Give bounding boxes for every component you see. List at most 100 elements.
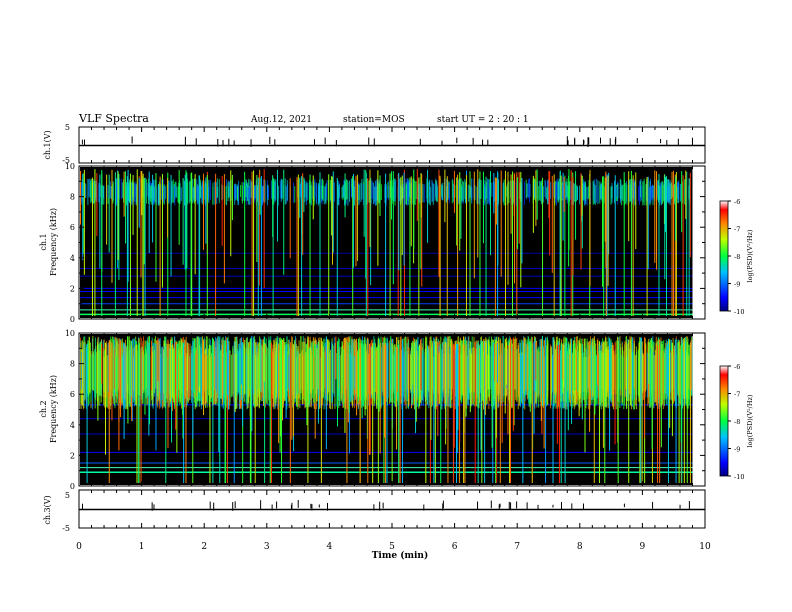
- spectrogram-band-mark: [126, 182, 128, 206]
- freq-tick-label: 2: [70, 451, 75, 460]
- spectrogram-band-mark: [627, 338, 629, 401]
- spectrogram-band-mark: [422, 354, 424, 401]
- spectrogram-band-mark: [255, 354, 257, 407]
- spectrogram-band-mark: [687, 355, 689, 409]
- spectrogram-band-mark: [510, 341, 512, 408]
- spectrogram-band-mark: [330, 349, 332, 410]
- spectrogram-band-mark: [670, 350, 672, 400]
- spectrogram-band-mark: [214, 341, 216, 405]
- spectrogram-band-mark: [403, 350, 405, 402]
- spectrogram-band-mark: [333, 182, 335, 202]
- spectrogram-band-mark: [199, 183, 201, 198]
- spectrogram-band-mark: [574, 341, 576, 391]
- spectrogram-band-mark: [239, 352, 241, 400]
- spectrogram-band-mark: [635, 346, 637, 410]
- spectrogram-band-mark: [554, 182, 556, 206]
- spectrogram-band-mark: [654, 355, 656, 403]
- spectrogram-band-mark: [569, 338, 571, 394]
- spectrogram-band-mark: [365, 356, 367, 410]
- spectrogram-band-mark: [305, 352, 307, 407]
- spectrogram-band-mark: [89, 178, 91, 198]
- spectrogram-band-mark: [519, 182, 521, 199]
- spectrogram-band-mark: [474, 185, 476, 201]
- spectrogram-band-mark: [304, 342, 306, 401]
- spectrogram-band-mark: [382, 343, 384, 396]
- spectrogram-band-mark: [247, 342, 249, 403]
- spectrogram-band-mark: [96, 351, 98, 394]
- spectrogram-band-mark: [163, 345, 165, 404]
- spectrogram-band-mark: [256, 356, 258, 406]
- spectrogram-band-mark: [85, 348, 87, 409]
- spectrogram-band-mark: [227, 180, 229, 198]
- spectrogram-band-mark: [670, 183, 672, 200]
- spectrogram-band-mark: [392, 339, 394, 392]
- spectrogram-band-mark: [252, 181, 254, 200]
- spectrogram-band-mark: [455, 341, 457, 397]
- spectrogram-band-mark: [183, 346, 185, 408]
- spectrogram-band-mark: [357, 350, 359, 397]
- spectrogram-band-mark: [173, 348, 175, 410]
- spectrogram-band-mark: [518, 342, 520, 397]
- spectrogram-band-mark: [85, 184, 87, 199]
- spectrogram-band-mark: [511, 181, 513, 205]
- spectrogram-band-mark: [186, 353, 188, 391]
- spectrogram-band-mark: [595, 349, 597, 407]
- spectrogram-band-mark: [172, 179, 174, 204]
- spectrogram-band-mark: [524, 181, 526, 205]
- spectrogram-band-mark: [374, 187, 376, 202]
- spectrogram-band-mark: [376, 347, 378, 394]
- spectrogram-band-mark: [154, 179, 156, 203]
- spectrogram-band-mark: [524, 342, 526, 391]
- spectrogram-band-mark: [197, 336, 199, 402]
- spectrogram-band-mark: [342, 186, 344, 198]
- spectrogram-band-mark: [542, 186, 544, 203]
- spectrogram-band-mark: [630, 340, 632, 407]
- spectrogram-band-mark: [272, 344, 274, 408]
- ch1-voltage-axis-label: ch.1(V): [43, 130, 52, 159]
- spectrogram-band-mark: [326, 338, 328, 406]
- spectrogram-band-mark: [282, 352, 284, 408]
- spectrogram-band-mark: [624, 341, 626, 397]
- spectrogram-band-mark: [228, 353, 230, 410]
- spectrogram-band-mark: [529, 354, 531, 404]
- spectrogram-band-mark: [178, 357, 180, 403]
- spectrogram-band-mark: [111, 336, 113, 397]
- spectrogram-band-mark: [546, 345, 548, 391]
- spectrogram-band-mark: [432, 341, 434, 406]
- spectrogram-band-mark: [347, 342, 349, 398]
- spectrogram-band-mark: [538, 351, 540, 398]
- spectrogram-band-mark: [266, 356, 268, 404]
- spectrogram-band-mark: [128, 336, 130, 405]
- spectrogram-band-mark: [530, 336, 532, 405]
- spectrogram-band-mark: [502, 183, 504, 203]
- spectrogram-band-mark: [107, 185, 109, 198]
- spectrogram-band-mark: [354, 355, 356, 390]
- spectrogram-band-mark: [288, 355, 290, 389]
- spectrogram-band-mark: [126, 355, 128, 392]
- spectrogram-band-mark: [554, 356, 556, 394]
- spectrogram-band-mark: [234, 184, 236, 200]
- spectrogram-band-mark: [175, 181, 177, 197]
- freq-tick-label: 4: [70, 421, 75, 430]
- spectrogram-band-mark: [667, 179, 669, 204]
- spectrogram-band-mark: [184, 181, 186, 205]
- spectrogram-band-mark: [106, 341, 108, 398]
- spectrogram-band-mark: [685, 336, 687, 399]
- spectrogram-band-mark: [419, 341, 421, 404]
- spectrogram-band-mark: [389, 350, 391, 403]
- spectrogram-band-mark: [487, 179, 489, 204]
- spectrogram-band-mark: [112, 183, 114, 204]
- spectrogram-band-mark: [293, 344, 295, 400]
- spectrogram-band-mark: [211, 355, 213, 398]
- spectrogram-band-mark: [216, 338, 218, 393]
- spectrogram-band-mark: [583, 178, 585, 199]
- spectrogram-band-mark: [133, 355, 135, 407]
- spectrogram-band-mark: [208, 179, 210, 203]
- spectrogram-band-mark: [248, 349, 250, 391]
- spectrogram-band-mark: [322, 184, 324, 200]
- spectrogram-band-mark: [438, 353, 440, 404]
- spectrogram-band-mark: [196, 186, 198, 205]
- spectrogram-band-mark: [634, 185, 636, 201]
- spectrogram-band-mark: [526, 183, 528, 200]
- spectrogram-band-mark: [623, 356, 625, 409]
